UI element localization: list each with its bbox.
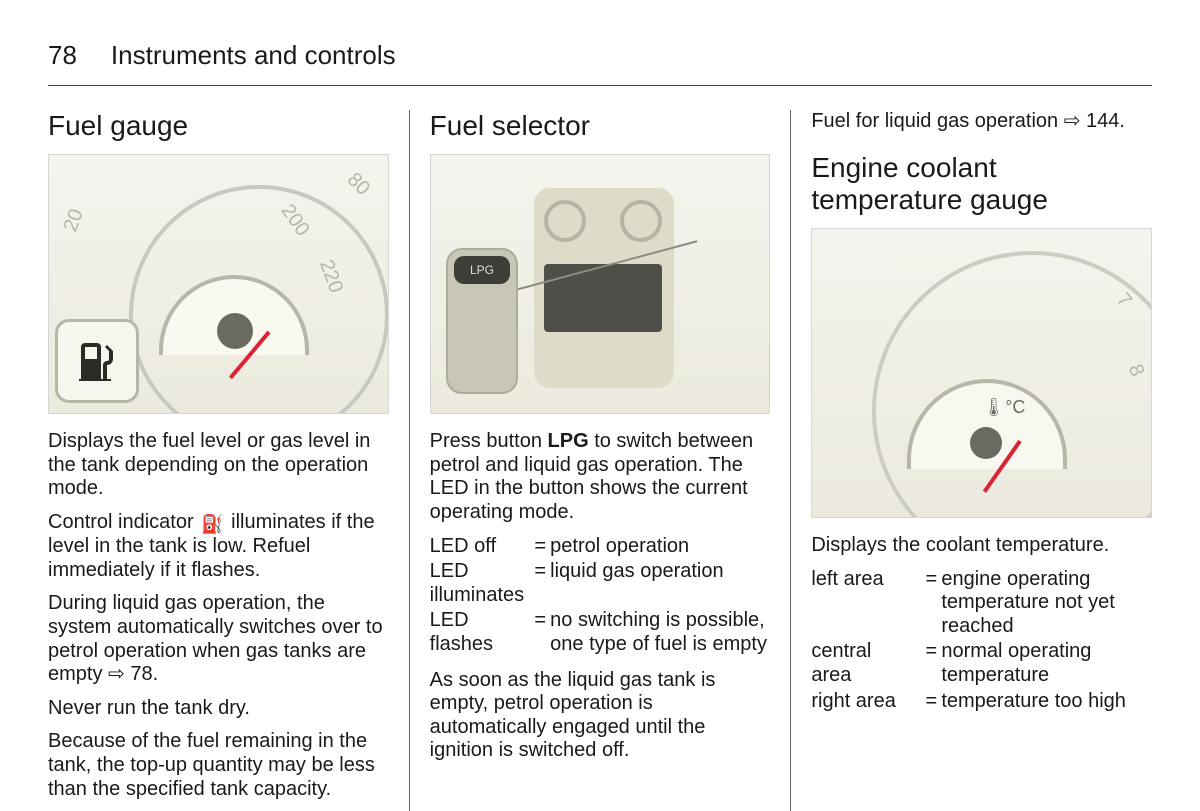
column-coolant: Fuel for liquid gas operation ⇨ 144. Eng… [790, 110, 1152, 811]
coolant-zones-table: left area = engine operating temperature… [811, 568, 1152, 716]
table-row: LED illuminates = liquid gas operation [430, 560, 771, 609]
thermometer-icon: 🌡 [982, 397, 1005, 417]
equals: = [530, 609, 550, 658]
table-row: left area = engine operating temperature… [811, 568, 1152, 641]
body-text: Press button LPG to switch between petro… [430, 430, 771, 524]
heading-coolant-gauge: Engine coolant temperature gauge [811, 152, 1152, 216]
term: LED illuminates [430, 560, 530, 609]
speedo-tick: 80 [343, 169, 375, 201]
column-fuel-selector: Fuel selector LPG Press button LPG to sw… [409, 110, 791, 811]
body-text: During liquid gas operation, the system … [48, 592, 389, 686]
temp-unit-label: 🌡°C [982, 397, 1025, 418]
term: right area [811, 690, 921, 716]
speedo-tick: 20 [60, 206, 89, 235]
table-row: LED flashes = no switching is possible, … [430, 609, 771, 658]
equals: = [921, 640, 941, 689]
term: LED flashes [430, 609, 530, 658]
equals: = [530, 535, 550, 561]
lpg-button-icon: LPG [454, 256, 510, 284]
definition: engine operating temperature not yet rea… [941, 568, 1152, 641]
body-text: As soon as the liquid gas tank is empty,… [430, 669, 771, 763]
illustration-coolant-gauge: 7 8 🌡°C [811, 228, 1152, 518]
body-text: Because of the fuel remaining in the tan… [48, 730, 389, 801]
cross-reference: Fuel for liquid gas operation ⇨ 144. [811, 110, 1152, 134]
term: left area [811, 568, 921, 641]
heading-fuel-gauge: Fuel gauge [48, 110, 389, 142]
fuel-pump-icon [55, 319, 139, 403]
table-row: right area = temperature too high [811, 690, 1152, 716]
body-text: Displays the fuel level or gas level in … [48, 430, 389, 501]
column-fuel-gauge: Fuel gauge 20 200 220 80 Displays the fu… [48, 110, 409, 811]
equals: = [530, 560, 550, 609]
content-columns: Fuel gauge 20 200 220 80 Displays the fu… [48, 110, 1152, 811]
table-row: central area = normal operating temperat… [811, 640, 1152, 689]
term: LED off [430, 535, 530, 561]
body-text: Never run the tank dry. [48, 697, 389, 721]
fuel-low-icon: ⛽ [201, 514, 223, 535]
definition: normal operating temperature [941, 640, 1152, 689]
definition: petrol operation [550, 535, 770, 561]
body-text: Displays the coolant temperature. [811, 534, 1152, 558]
definition: no switching is possible, one type of fu… [550, 609, 770, 658]
heading-fuel-selector: Fuel selector [430, 110, 771, 142]
illustration-fuel-gauge: 20 200 220 80 [48, 154, 389, 414]
table-row: LED off = petrol operation [430, 535, 771, 561]
chapter-title: Instruments and controls [111, 40, 396, 71]
illustration-fuel-selector: LPG [430, 154, 771, 414]
page-number: 78 [48, 40, 77, 71]
term: central area [811, 640, 921, 689]
body-text: Control indicator ⛽ illuminates if the l… [48, 511, 389, 582]
equals: = [921, 568, 941, 641]
definition: temperature too high [941, 690, 1152, 716]
page-header: 78 Instruments and controls [48, 40, 1152, 86]
equals: = [921, 690, 941, 716]
definition: liquid gas operation [550, 560, 770, 609]
led-status-table: LED off = petrol operation LED illuminat… [430, 535, 771, 659]
